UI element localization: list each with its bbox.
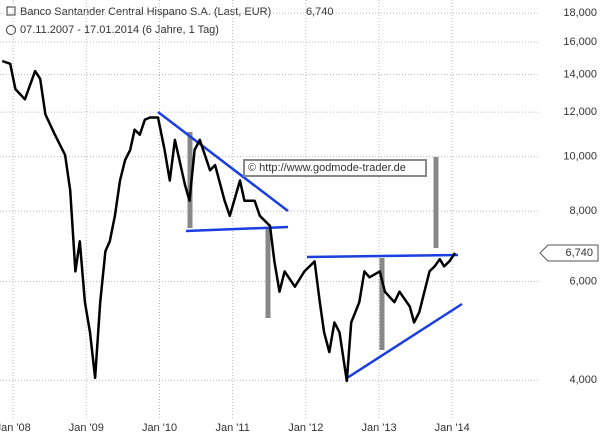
y-tick-label: 12,000 <box>563 106 597 118</box>
x-tick-label: Jan '12 <box>288 422 323 434</box>
chart-title: Banco Santander Central Hispano S.A. (La… <box>20 6 271 18</box>
trend-line <box>185 225 289 233</box>
watermark-text: © http://www.godmode-trader.de <box>248 162 406 174</box>
trend-line <box>346 302 463 380</box>
last-price-label: 6,740 <box>565 247 593 259</box>
y-tick-label: 6,000 <box>569 275 597 287</box>
last-price-tag <box>539 244 599 262</box>
x-tick-label: Jan '14 <box>435 422 470 434</box>
x-tick-label: Jan '10 <box>142 422 177 434</box>
y-tick-label: 8,000 <box>569 205 597 217</box>
drawings <box>157 111 463 380</box>
x-tick-label: Jan '09 <box>69 422 104 434</box>
trend-line <box>157 111 289 212</box>
x-tick-label: Jan '11 <box>216 422 250 434</box>
y-tick-label: 14,000 <box>563 68 597 80</box>
y-tick-label: 10,000 <box>563 151 597 163</box>
y-tick-label: 4,000 <box>569 374 597 386</box>
x-tick-label: Jan '08 <box>0 422 31 434</box>
subtitle: 07.11.2007 - 17.01.2014 (6 Jahre, 1 Tag) <box>20 24 219 36</box>
y-tick-label: 16,000 <box>563 36 597 48</box>
header-price: 6,740 <box>306 6 334 18</box>
x-tick-label: Jan '13 <box>361 422 396 434</box>
clock-icon <box>6 25 16 35</box>
trend-line <box>306 253 459 259</box>
watermark: © http://www.godmode-trader.de <box>243 159 427 177</box>
icon <box>6 6 16 16</box>
y-tick-label: 18,000 <box>563 7 597 19</box>
price-line <box>1 59 457 383</box>
